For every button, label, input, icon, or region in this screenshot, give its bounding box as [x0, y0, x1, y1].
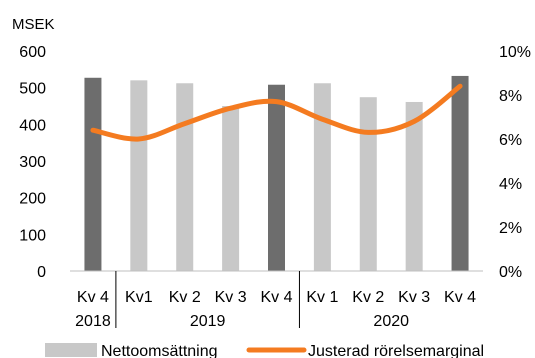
- y-right-tick-label: 0%: [499, 264, 522, 281]
- x-tick-label: Kv1: [125, 289, 153, 306]
- x-axis: Kv 4 Kv1 Kv 2 Kv 3 Kv 4 Kv 1 Kv 2 Kv 3 Kv 4: [77, 289, 476, 306]
- y-left-tick-label: 0: [37, 264, 46, 281]
- bar: [222, 106, 240, 271]
- bar: [313, 83, 331, 272]
- x-tick-label: Kv 4: [444, 289, 476, 306]
- legend-label-bar: Nettoomsättning: [101, 343, 218, 358]
- x-tick-label: Kv 3: [398, 289, 430, 306]
- y-right-tick-label: 2%: [499, 220, 522, 237]
- x-tick-label: Kv 4: [260, 289, 292, 306]
- bar: [130, 80, 148, 271]
- legend: Nettoomsättning Justerad rörelsemarginal: [45, 343, 484, 358]
- y-right-tick-label: 4%: [499, 176, 522, 193]
- y-right-axis: 0% 2% 4% 6% 8% 10%: [499, 44, 531, 281]
- y-right-tick-label: 8%: [499, 88, 522, 105]
- bar: [268, 84, 285, 271]
- x-tick-label: Kv 2: [352, 289, 384, 306]
- bar-series: [84, 75, 469, 272]
- unit-label: MSEK: [12, 16, 55, 33]
- x-group-label: 2020: [373, 313, 409, 330]
- x-tick-label: Kv 1: [306, 289, 338, 306]
- y-left-tick-label: 100: [19, 227, 46, 244]
- legend-label-line: Justerad rörelsemarginal: [308, 343, 484, 358]
- y-left-tick-label: 500: [19, 81, 46, 98]
- x-tick-label: Kv 3: [215, 289, 247, 306]
- bar: [451, 75, 469, 271]
- x-tick-label: Kv 2: [169, 289, 201, 306]
- x-axis-groups: 2018 2019 2020: [75, 271, 409, 330]
- x-group-label: 2019: [190, 313, 226, 330]
- y-left-tick-label: 300: [19, 154, 46, 171]
- x-tick-label: Kv 4: [77, 289, 109, 306]
- y-left-axis: 0 100 200 300 400 500 600: [19, 44, 46, 281]
- bar: [84, 77, 102, 272]
- x-group-label: 2018: [75, 313, 111, 330]
- y-left-tick-label: 200: [19, 191, 46, 208]
- bar: [176, 83, 194, 272]
- y-right-tick-label: 6%: [499, 132, 522, 149]
- y-left-tick-label: 400: [19, 117, 46, 134]
- margin-line: [90, 83, 463, 142]
- y-right-tick-label: 10%: [499, 44, 531, 61]
- legend-swatch-bar: [45, 343, 97, 357]
- bar: [405, 101, 423, 271]
- bar: [359, 97, 377, 271]
- y-left-tick-label: 600: [19, 44, 46, 61]
